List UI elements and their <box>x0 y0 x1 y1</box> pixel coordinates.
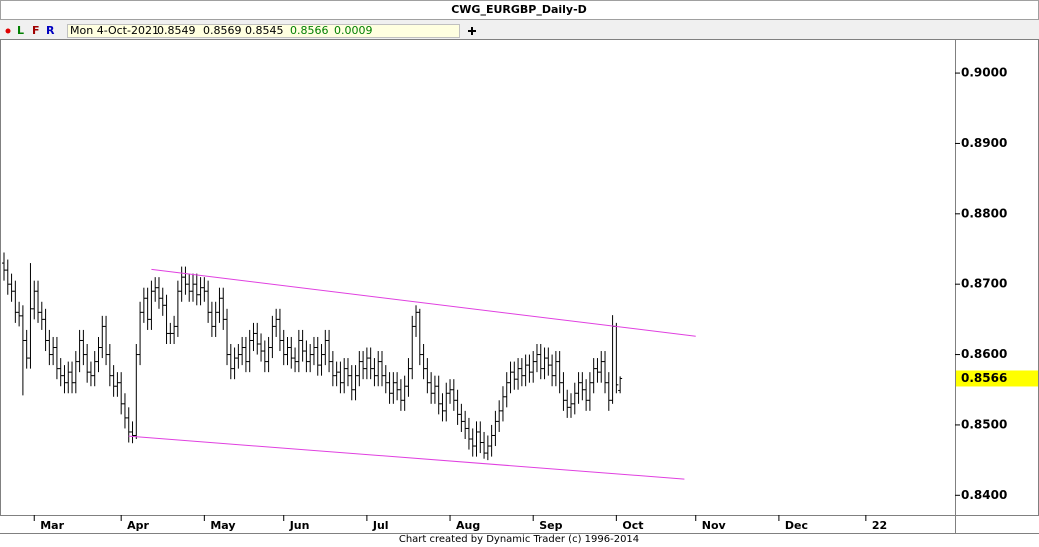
last-price-marker <box>956 370 1038 387</box>
trendline <box>151 268 696 337</box>
toolbar-button[interactable]: L <box>17 24 24 37</box>
x-tick-label: Jul <box>372 519 389 532</box>
info-low: 0.8545 <box>245 24 284 37</box>
footer: Chart created by Dynamic Trader (c) 1996… <box>399 534 639 545</box>
chart-title: CWG_EURGBP_Daily-D <box>451 3 587 16</box>
info-high: 0.8569 <box>203 24 242 37</box>
y-tick-label: 0.8700 <box>961 277 1007 291</box>
x-tick-label: 22 <box>872 519 887 532</box>
x-tick-label: Sep <box>539 519 562 532</box>
x-tick-label: Jun <box>289 519 310 532</box>
info-change: 0.0009 <box>334 24 373 37</box>
plot-area <box>2 252 696 480</box>
x-tick-label: May <box>210 519 235 532</box>
y-tick-label: 0.8400 <box>961 488 1007 502</box>
info-date: Mon 4-Oct-2021 <box>70 24 159 37</box>
toolbar-button[interactable]: R <box>46 24 55 37</box>
y-tick-label: 0.9000 <box>961 66 1007 80</box>
last-price-label: 0.8566 <box>961 371 1007 385</box>
trendline <box>128 435 685 480</box>
x-tick-label: Mar <box>40 519 64 532</box>
y-tick-label: 0.8600 <box>961 347 1007 361</box>
x-tick-label: Apr <box>127 519 149 532</box>
status-dot <box>5 28 11 34</box>
info-open: 0.8549 <box>157 24 196 37</box>
x-tick-label: Aug <box>456 519 480 532</box>
info-box <box>67 24 460 38</box>
x-tick-label: Dec <box>785 519 808 532</box>
y-tick-label: 0.8900 <box>961 136 1007 150</box>
y-tick-label: 0.8500 <box>961 417 1007 431</box>
add-button[interactable] <box>468 27 476 35</box>
info-close: 0.8566 <box>290 24 329 37</box>
y-tick-label: 0.8800 <box>961 206 1007 220</box>
toolbar-button[interactable]: F <box>32 24 40 37</box>
x-tick-label: Oct <box>622 519 643 532</box>
x-tick-label: Nov <box>702 519 727 532</box>
